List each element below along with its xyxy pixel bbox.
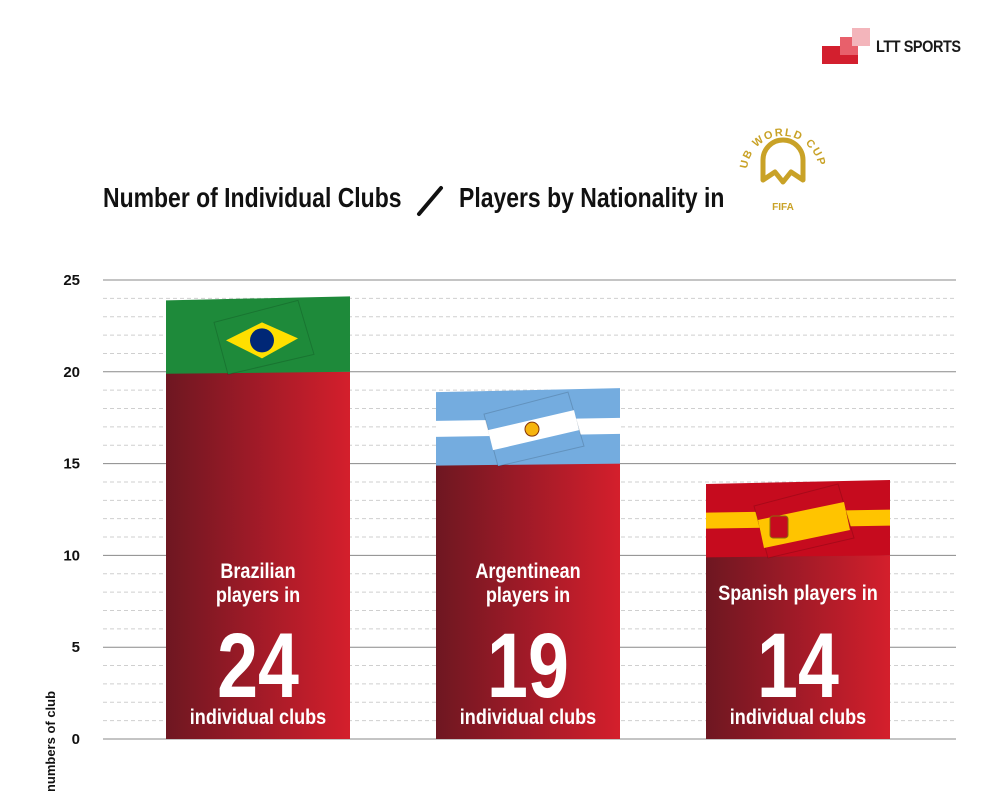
bar-label: Spanish players in bbox=[718, 582, 878, 606]
spain-flag-icon bbox=[706, 479, 890, 559]
y-tick-label: 10 bbox=[63, 547, 80, 564]
bar-label: Argentinean bbox=[475, 560, 580, 584]
logo-mark-icon bbox=[822, 28, 870, 64]
brazil-flag-icon bbox=[166, 296, 350, 375]
y-tick-label: 20 bbox=[63, 364, 80, 381]
y-tick-label: 0 bbox=[72, 731, 80, 748]
bar-label: Brazilian bbox=[220, 560, 295, 584]
bar-value-label: 24 bbox=[217, 614, 299, 717]
bar bbox=[706, 555, 890, 739]
bar-label: players in bbox=[486, 584, 570, 608]
brand-name: LTT SPORTS bbox=[876, 37, 961, 56]
bar-suffix-label: individual clubs bbox=[730, 706, 867, 730]
y-tick-label: 15 bbox=[63, 456, 80, 473]
bar-value-label: 14 bbox=[757, 614, 839, 717]
y-axis-label: numbers of club bbox=[43, 691, 58, 791]
brand-logo: LTT SPORTS bbox=[822, 28, 962, 64]
title-part-1: Number of Individual Clubs bbox=[103, 182, 402, 213]
bar-suffix-label: individual clubs bbox=[460, 706, 597, 730]
emblem-fifa-text: FIFA bbox=[772, 202, 794, 213]
bar bbox=[166, 371, 350, 739]
club-world-cup-emblem-icon: CLUB WORLD CUP 25 FIFA bbox=[733, 110, 827, 213]
bar-suffix-label: individual clubs bbox=[190, 706, 327, 730]
bar-label: players in bbox=[216, 584, 300, 608]
bar-value-label: 19 bbox=[487, 614, 569, 717]
title-part-2: Players by Nationality in bbox=[459, 182, 725, 213]
y-tick-label: 25 bbox=[63, 272, 80, 289]
y-tick-label: 5 bbox=[72, 639, 80, 656]
slash-icon bbox=[417, 186, 443, 216]
bar bbox=[436, 463, 620, 739]
argentina-flag-icon bbox=[436, 388, 620, 467]
